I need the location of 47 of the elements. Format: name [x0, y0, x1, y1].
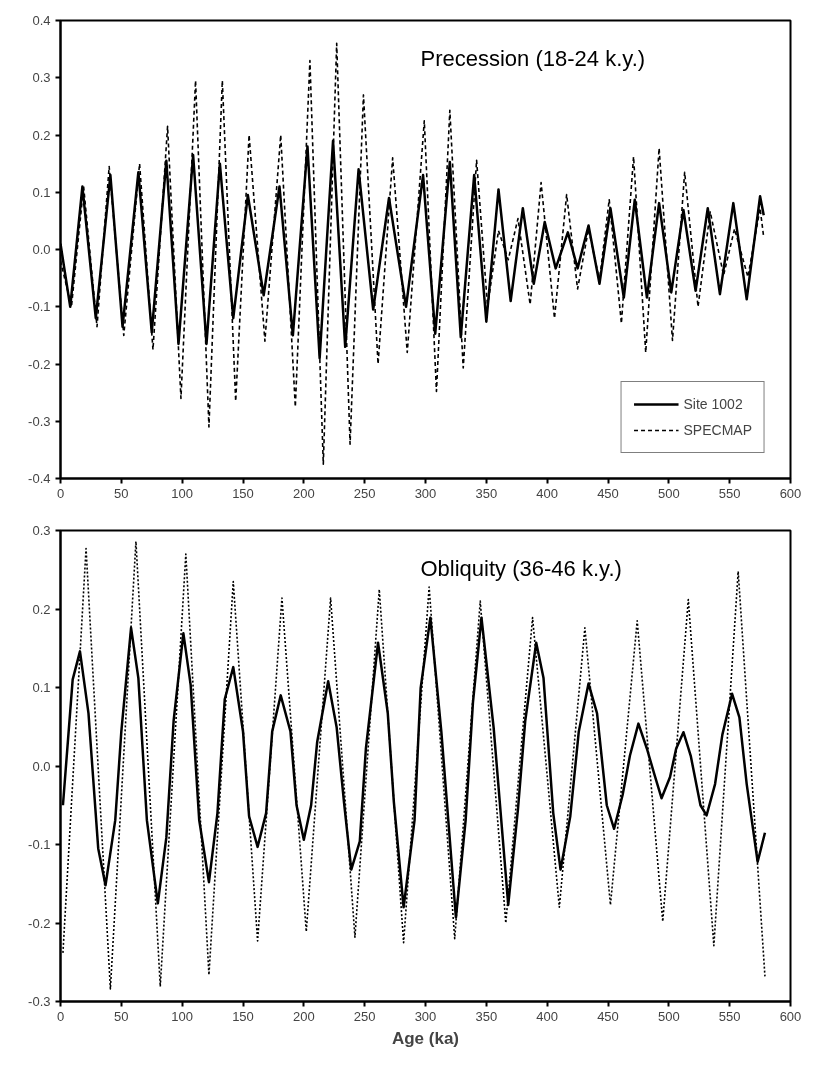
x-tick-label: 500: [657, 1008, 680, 1024]
x-tick-label: 350: [475, 1008, 498, 1024]
x-tick-label: 250: [353, 1008, 376, 1024]
legend-label: SPECMAP: [683, 422, 752, 438]
y-tick-label: 0.1: [32, 184, 51, 200]
y-tick-label: 0.0: [32, 758, 51, 774]
y-tick-label: -0.4: [28, 471, 51, 486]
y-tick-label: 0.1: [32, 680, 51, 695]
x-tick-label: 450: [597, 485, 619, 501]
x-tick-label: 0: [56, 1008, 65, 1024]
x-tick-label: 400: [536, 1008, 559, 1024]
x-tick-label: 150: [232, 485, 254, 501]
x-tick-label: 300: [414, 485, 437, 501]
x-tick-label: 600: [779, 1008, 802, 1024]
x-tick-label: 100: [171, 485, 194, 501]
y-tick-label: 0.3: [32, 523, 51, 538]
x-tick-label: 550: [718, 485, 741, 501]
x-tick-label: 500: [657, 485, 680, 501]
text: Precession (18-24 k.y.): [420, 45, 646, 71]
x-tick-label: 350: [475, 485, 498, 501]
y-tick-label: 0.2: [32, 127, 51, 143]
x-tick-label: 150: [232, 1008, 254, 1024]
x-tick-label: 600: [779, 485, 802, 501]
y-tick-label: -0.3: [28, 413, 51, 429]
x-tick-label: 50: [114, 1008, 129, 1024]
y-tick-label: -0.1: [28, 299, 51, 315]
y-tick-label: -0.2: [28, 915, 51, 931]
y-tick-label: -0.1: [28, 837, 51, 852]
x-tick-label: 200: [292, 485, 315, 501]
x-tick-label: 100: [171, 1008, 194, 1024]
y-tick-label: 0.2: [32, 601, 51, 617]
x-tick-label: 400: [536, 485, 559, 501]
y-tick-label: -0.2: [28, 356, 51, 372]
legend-label: Site 1002: [683, 396, 743, 412]
x-tick-label: 250: [353, 485, 376, 501]
y-tick-label: -0.3: [28, 994, 51, 1009]
x-tick-label: 0: [56, 485, 65, 501]
x-tick-label: 50: [114, 485, 129, 501]
x-tick-label: 550: [718, 1008, 741, 1024]
x-tick-label: 200: [292, 1008, 315, 1024]
x-axis-title: Age (ka): [391, 1028, 460, 1048]
x-tick-label: 300: [414, 1008, 437, 1024]
text: Obliquity (36-46 k.y.): [420, 555, 622, 581]
x-tick-label: 450: [597, 1008, 619, 1024]
y-tick-label: 0.3: [32, 70, 51, 86]
y-tick-label: 0.0: [32, 242, 51, 257]
y-tick-label: 0.4: [32, 13, 51, 28]
